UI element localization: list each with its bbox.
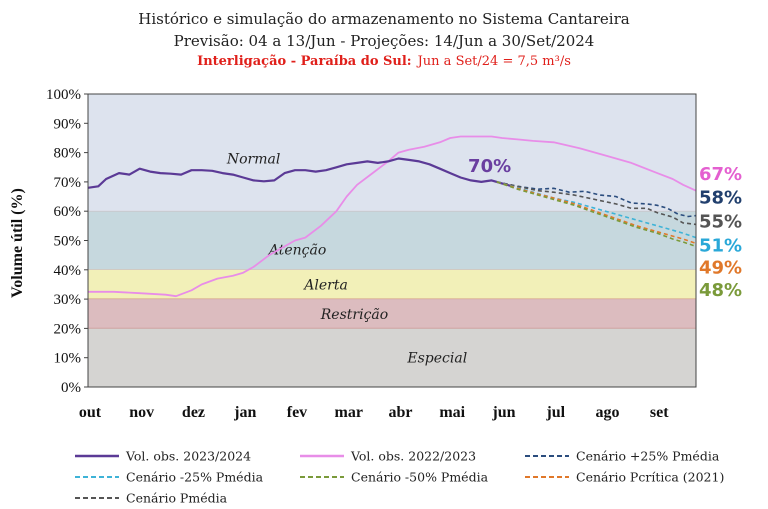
- x-tick-label-1: nov: [129, 404, 154, 421]
- zone-label-4: Especial: [406, 351, 467, 367]
- end-label-0: 67%: [699, 164, 742, 185]
- annotation-label: 70%: [468, 156, 511, 177]
- y-tick-label-2: 20%: [54, 321, 82, 337]
- y-axis-label: Volume útil (%): [9, 188, 26, 298]
- chart-subtitle-rest: Jun a Set/24 = 7,5 m³/s: [416, 54, 571, 69]
- y-tick-label-4: 40%: [54, 263, 82, 279]
- x-tick-label-3: jan: [233, 404, 256, 421]
- series-line-0: [87, 157, 513, 189]
- series-line-6: [496, 181, 697, 226]
- zone-label-0: Normal: [226, 151, 280, 167]
- chart-subtitle-bold: Interligação - Paraíba do Sul:: [197, 54, 411, 69]
- x-tick-label-0: out: [79, 404, 102, 421]
- x-tick-label-2: dez: [182, 404, 205, 421]
- x-tick-label-8: jun: [491, 404, 515, 421]
- legend-entry-0: Vol. obs. 2023/2024: [125, 449, 251, 464]
- y-tick-label-7: 70%: [54, 175, 82, 191]
- legend-entry-1: Vol. obs. 2022/2023: [350, 449, 476, 464]
- y-tick-label-0: 0%: [61, 380, 81, 396]
- y-tick-label-1: 10%: [54, 351, 82, 367]
- y-tick-label-8: 80%: [54, 146, 82, 162]
- x-tick-label-5: mar: [335, 404, 363, 421]
- series-line-1: [88, 135, 697, 298]
- end-label-3: 51%: [699, 235, 742, 256]
- zone-label-1: Atenção: [267, 242, 326, 258]
- x-tick-label-11: set: [650, 404, 669, 421]
- x-tick-label-4: fev: [287, 404, 307, 421]
- x-tick-label-7: mai: [439, 404, 465, 421]
- series-line-5: [496, 181, 697, 245]
- y-tick-label-9: 90%: [54, 116, 82, 132]
- y-tick-label-5: 50%: [54, 234, 82, 250]
- zone-band-2: [88, 269, 696, 300]
- x-tick-label-6: abr: [388, 404, 412, 421]
- zone-band-4: [88, 328, 696, 387]
- x-tick-label-10: ago: [595, 404, 619, 421]
- chart-title-line-2: Previsão: 04 a 13/Jun - Projeções: 14/Ju…: [174, 32, 595, 50]
- series-line-3: [496, 181, 697, 239]
- end-label-2: 55%: [699, 212, 742, 233]
- legend-entry-6: Cenário Pmédia: [126, 491, 228, 506]
- legend-entry-5: Cenário Pcrítica (2021): [576, 470, 724, 485]
- end-label-5: 48%: [699, 280, 742, 301]
- zone-band-0: [88, 94, 696, 212]
- series-line-4: [496, 181, 697, 248]
- x-tick-label-9: jul: [545, 404, 565, 421]
- zone-label-2: Alerta: [302, 277, 348, 293]
- y-tick-label-6: 60%: [54, 204, 82, 220]
- chart-subtitle: Interligação - Paraíba do Sul: Jun a Set/…: [197, 54, 571, 69]
- legend-entry-4: Cenário -50% Pmédia: [351, 470, 489, 485]
- y-tick-label-3: 30%: [54, 292, 82, 308]
- zone-band-3: [88, 299, 696, 329]
- legend-entry-2: Cenário +25% Pmédia: [576, 449, 720, 464]
- y-tick-label-10: 100%: [46, 87, 81, 103]
- zone-label-3: Restrição: [320, 307, 388, 323]
- chart-title-line-1: Histórico e simulação do armazenamento n…: [138, 10, 629, 28]
- zone-band-1: [88, 211, 696, 270]
- end-label-1: 58%: [699, 188, 742, 209]
- legend-entry-3: Cenário -25% Pmédia: [126, 470, 264, 485]
- series-line-2: [496, 181, 697, 218]
- end-label-4: 49%: [699, 257, 742, 278]
